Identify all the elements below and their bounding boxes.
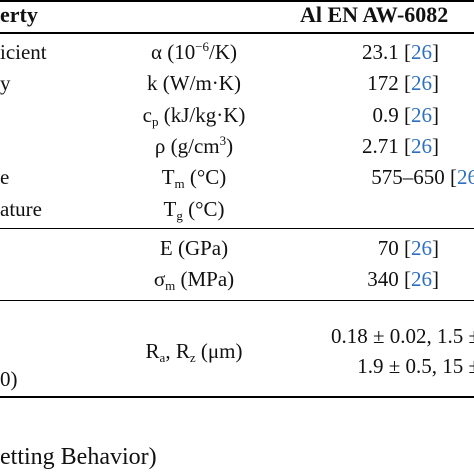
row-symbol: k (W/m·K) xyxy=(147,71,241,95)
row-symbol: ρ (g/cm3) xyxy=(154,133,234,158)
row-symbol: cp (kJ/kg·K) xyxy=(142,103,246,129)
citation-link[interactable]: 26 xyxy=(411,134,432,158)
citation-link[interactable]: 26 xyxy=(411,267,432,291)
header-material: Al EN AW-6082 xyxy=(300,2,449,27)
citation-link[interactable]: 26 xyxy=(411,40,432,64)
citation-link[interactable]: 26 xyxy=(457,165,474,189)
header-property: erty xyxy=(0,2,38,27)
row-label: y xyxy=(0,71,11,95)
citation-link[interactable]: 26 xyxy=(411,236,432,260)
row-symbol: E (GPa) xyxy=(159,236,229,260)
citation-link[interactable]: 26 xyxy=(411,103,432,127)
row-value: 172 [26] xyxy=(367,71,439,95)
section-caption: etting Behavior) xyxy=(0,444,157,470)
row-value: 575–650 [26 xyxy=(371,167,474,188)
roughness-value-line2: 1.9 ± 0.5, 15 ± xyxy=(357,354,474,378)
row-label: icient xyxy=(0,40,47,64)
row-value: 340 [26] xyxy=(367,267,439,291)
row-label: e xyxy=(0,165,10,189)
header-rule xyxy=(0,32,474,34)
roughness-value-line1: 0.18 ± 0.02, 1.5 ± xyxy=(330,324,474,348)
row-symbol: Tm (°C) xyxy=(161,165,227,191)
table-top-rule xyxy=(0,0,474,2)
row-symbol: Tg (°C) xyxy=(163,197,225,223)
row-value: 23.1 [26] xyxy=(362,40,439,64)
row-value: 2.71 [26] xyxy=(362,134,439,158)
row-label: ature xyxy=(0,197,42,221)
row-symbol: α (10−6/K) xyxy=(150,39,238,64)
roughness-symbol: Ra, Rz (μm) xyxy=(145,339,243,365)
citation-link[interactable]: 26 xyxy=(411,71,432,95)
section-rule xyxy=(0,300,474,301)
section-rule xyxy=(0,228,474,229)
row-value: 0.9 [26] xyxy=(372,103,440,127)
table-bottom-rule xyxy=(0,396,474,398)
row-symbol: σm (MPa) xyxy=(153,267,235,293)
row-value: 70 [26] xyxy=(377,236,439,260)
roughness-label: 0) xyxy=(0,367,18,391)
